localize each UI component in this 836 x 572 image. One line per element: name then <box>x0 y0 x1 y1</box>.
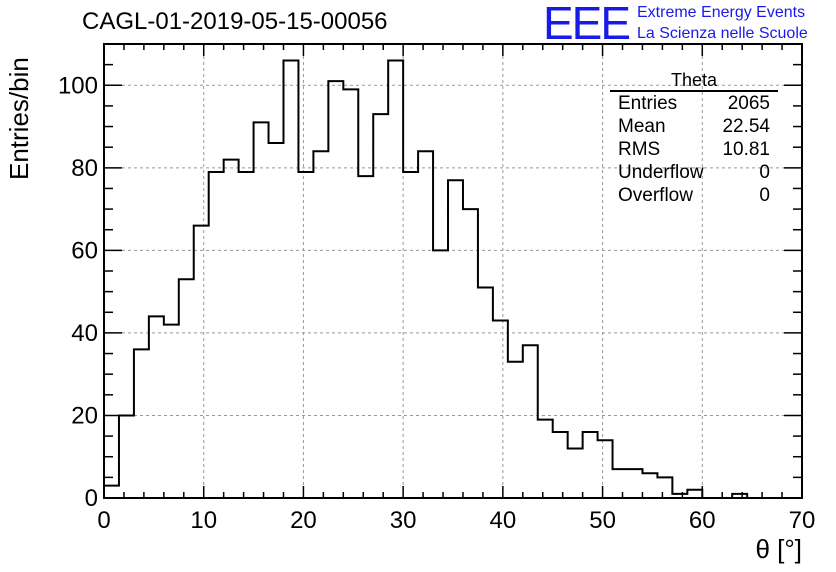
x-tick-label: 0 <box>97 507 110 534</box>
x-tick-label: 60 <box>689 507 716 534</box>
y-tick-label: 20 <box>71 402 98 429</box>
stats-title: Theta <box>610 70 778 92</box>
stats-label: RMS <box>618 139 661 160</box>
grid-lines <box>104 44 802 498</box>
stats-label: Overflow <box>618 185 693 206</box>
y-tick-label: 60 <box>71 237 98 264</box>
y-tick-label: 80 <box>71 155 98 182</box>
x-tick-label: 10 <box>190 507 217 534</box>
stats-value: 22.54 <box>722 116 770 137</box>
logo-text-line1: Extreme Energy Events <box>637 4 806 21</box>
stats-value: 0 <box>759 162 770 183</box>
x-tick-label: 50 <box>589 507 616 534</box>
histogram-series <box>103 59 802 499</box>
stats-value: 0 <box>759 185 770 206</box>
stats-row-rms: RMS 10.81 <box>610 138 778 161</box>
y-axis-label: Entries/bin <box>4 57 34 180</box>
eee-logo: EEE <box>543 0 631 49</box>
y-tick-label: 40 <box>71 320 98 347</box>
y-tick-label: 100 <box>58 72 98 99</box>
axis-ticks <box>103 43 803 499</box>
x-tick-label: 40 <box>490 507 517 534</box>
stats-label: Underflow <box>618 162 704 183</box>
stats-label: Entries <box>618 93 678 114</box>
stats-row-underflow: Underflow 0 <box>610 161 778 184</box>
x-axis-label: θ [°] <box>755 534 802 564</box>
stats-row-overflow: Overflow 0 <box>610 184 778 207</box>
stats-row-entries: Entries 2065 <box>610 92 778 115</box>
chart-title: CAGL-01-2019-05-15-00056 <box>82 8 388 35</box>
x-tick-label: 30 <box>390 507 417 534</box>
stats-value: 2065 <box>727 93 770 114</box>
stats-row-mean: Mean 22.54 <box>610 115 778 138</box>
stats-label: Mean <box>618 116 666 137</box>
y-tick-label: 0 <box>85 485 98 512</box>
logo-text-line2: La Scienza nelle Scuole <box>637 25 808 42</box>
stats-box: Theta Entries 2065 Mean 22.54 RMS 10.81 Und… <box>610 70 778 207</box>
x-tick-label: 70 <box>789 507 816 534</box>
stats-value: 10.81 <box>722 139 770 160</box>
tick-labels: 0 10 20 30 40 50 60 70 0 20 40 60 80 100 <box>58 72 815 534</box>
x-tick-label: 20 <box>290 507 317 534</box>
